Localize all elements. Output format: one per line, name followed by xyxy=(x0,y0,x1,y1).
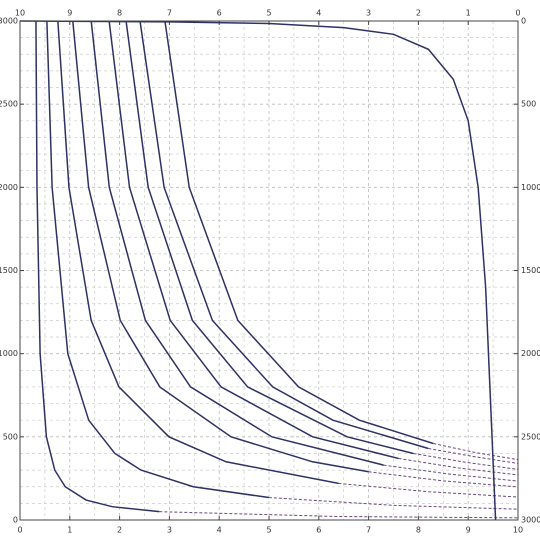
x-tick-label: 10 xyxy=(513,526,523,535)
y2-tick-label: 500 xyxy=(521,100,536,109)
x2-tick-label: 3 xyxy=(366,9,371,18)
x2-tick-label: 1 xyxy=(466,9,471,18)
curve xyxy=(72,20,369,473)
dashed-curve xyxy=(338,482,519,498)
x2-tick-label: 10 xyxy=(15,9,25,18)
dashed-curve xyxy=(368,471,519,488)
dashed-curve xyxy=(413,452,519,470)
x2-tick-label: 5 xyxy=(266,9,271,18)
x-tick-label: 3 xyxy=(167,526,172,535)
x-tick-label: 7 xyxy=(366,526,371,535)
dashed-curve xyxy=(268,497,519,510)
y2-tick-label: 2500 xyxy=(521,432,540,441)
x2-tick-label: 8 xyxy=(117,9,122,18)
y2-tick-label: 3000 xyxy=(521,516,540,525)
x-tick-label: 1 xyxy=(67,526,72,535)
plot-frame xyxy=(19,20,519,521)
x-tick-label: 4 xyxy=(217,526,222,535)
x2-tick-label: 9 xyxy=(67,9,72,18)
x2-tick-label: 2 xyxy=(416,9,421,18)
curve xyxy=(90,20,384,466)
curve xyxy=(46,20,269,499)
curve xyxy=(164,20,434,445)
y-tick-label: 2000 xyxy=(0,183,18,192)
y-tick-label: 1000 xyxy=(0,349,18,358)
curve xyxy=(139,20,429,450)
x2-tick-label: 4 xyxy=(316,9,321,18)
dashed-curve xyxy=(428,447,519,464)
x-tick-label: 9 xyxy=(466,526,471,535)
dashed-curve xyxy=(433,443,519,461)
y-tick-label: 2500 xyxy=(0,100,18,109)
x-tick-label: 6 xyxy=(316,526,321,535)
curve xyxy=(57,20,339,485)
x-tick-label: 0 xyxy=(17,526,22,535)
y2-tick-label: 1500 xyxy=(521,266,540,275)
curve xyxy=(35,20,160,513)
y-tick-label: 0 xyxy=(13,516,18,525)
x2-tick-label: 7 xyxy=(167,9,172,18)
x-tick-label: 5 xyxy=(266,526,271,535)
x-tick-label: 2 xyxy=(117,526,122,535)
y-tick-label: 3000 xyxy=(0,17,18,26)
dashed-curve xyxy=(398,457,519,476)
dashed-curve xyxy=(159,511,519,519)
y2-tick-label: 2000 xyxy=(521,349,540,358)
x2-tick-label: 0 xyxy=(515,9,520,18)
y-tick-label: 500 xyxy=(3,432,18,441)
dashed-curve xyxy=(383,464,519,482)
x2-tick-label: 6 xyxy=(217,9,222,18)
curve xyxy=(108,20,399,460)
y2-tick-label: 0 xyxy=(521,17,526,26)
curve xyxy=(19,20,497,521)
y2-tick-label: 1000 xyxy=(521,183,540,192)
y-tick-label: 1500 xyxy=(0,266,18,275)
x-tick-label: 8 xyxy=(416,526,421,535)
curve xyxy=(125,20,414,455)
